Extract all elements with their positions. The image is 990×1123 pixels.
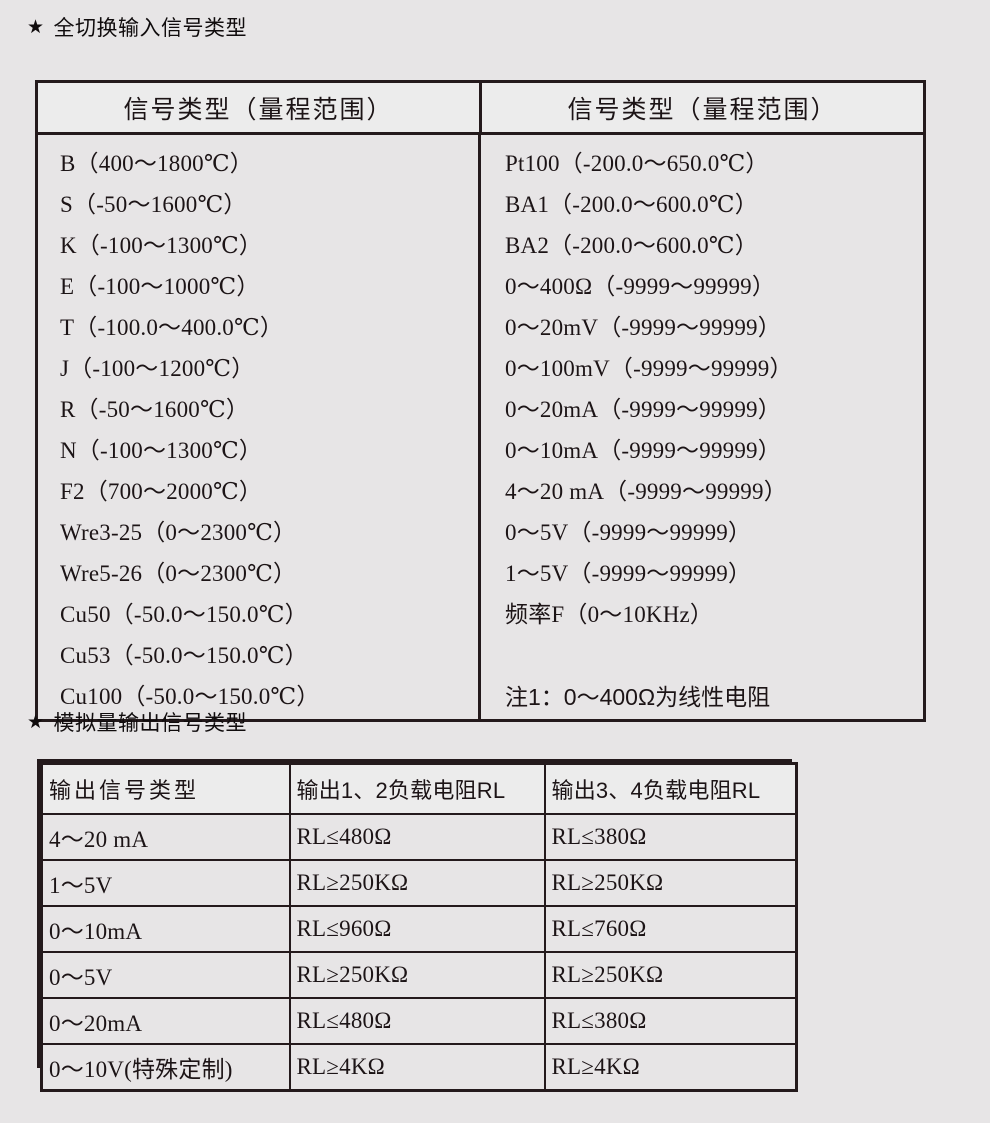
section-heading-output-label: 模拟量输出信号类型 xyxy=(53,712,248,735)
signal-type-row: Wre5-26（0～2300℃） xyxy=(60,561,297,586)
signal-type-row: 0～20mA（-9999～99999） xyxy=(505,397,781,422)
output-signal-type-cell: 4～20 mA xyxy=(40,813,291,861)
load-resistance-cell: RL≥4KΩ xyxy=(543,1043,798,1092)
star-bullet-icon: ★ xyxy=(27,712,45,733)
input-table-header-right: 信号类型（量程范围） xyxy=(479,83,923,132)
input-signal-type-table: 信号类型（量程范围） 信号类型（量程范围） B（400～1800℃） S（-50～… xyxy=(35,80,926,722)
input-table-left-column: B（400～1800℃） S（-50～1600℃） K（-100～1300℃） E（-… xyxy=(38,135,478,719)
load-resistance-cell: RL≥250KΩ xyxy=(543,951,798,999)
output-table-header-row: 输出信号类型 输出1、2负载电阻RL 输出3、4负载电阻RL xyxy=(40,762,798,815)
signal-type-row: E（-100～1000℃） xyxy=(60,274,260,299)
load-resistance-cell: RL≤480Ω xyxy=(288,813,546,861)
signal-type-row: J（-100～1200℃） xyxy=(60,356,255,381)
section-heading-input-label: 全切换输入信号类型 xyxy=(53,17,248,40)
output-signal-type-cell: 0～10mA xyxy=(40,905,291,953)
load-resistance-cell: RL≥250KΩ xyxy=(288,951,546,999)
table-row: 1～5V RL≥250KΩ RL≥250KΩ xyxy=(40,859,798,907)
load-resistance-cell: RL≥250KΩ xyxy=(288,859,546,907)
table-row: 0～20mA RL≤480Ω RL≤380Ω xyxy=(40,997,798,1045)
output-table-header-1: 输出1、2负载电阻RL xyxy=(288,762,546,815)
output-signal-type-cell: 0～20mA xyxy=(40,997,291,1045)
table-row: 0～10mA RL≤960Ω RL≤760Ω xyxy=(40,905,798,953)
signal-type-row: 1～5V（-9999～99999） xyxy=(505,561,752,586)
signal-type-row: 4～20 mA（-9999～99999） xyxy=(505,479,787,504)
star-bullet-icon: ★ xyxy=(27,17,45,38)
signal-type-row: F2（700～2000℃） xyxy=(60,479,263,504)
signal-type-row: Cu100（-50.0～150.0℃） xyxy=(60,684,320,709)
signal-type-row: BA1（-200.0～600.0℃） xyxy=(505,192,758,217)
signal-type-row: Pt100（-200.0～650.0℃） xyxy=(505,151,769,176)
table-row: 0～10V(特殊定制) RL≥4KΩ RL≥4KΩ xyxy=(40,1043,798,1092)
output-signal-type-cell: 0～10V(特殊定制) xyxy=(40,1043,291,1092)
input-table-header-left: 信号类型（量程范围） xyxy=(38,83,479,132)
output-table: 输出信号类型 输出1、2负载电阻RL 输出3、4负载电阻RL 4～20 mA RL… xyxy=(40,762,798,1092)
signal-type-row: 频率F（0～10KHz） xyxy=(505,602,714,627)
table-row: 0～5V RL≥250KΩ RL≥250KΩ xyxy=(40,951,798,999)
signal-type-row: Cu50（-50.0～150.0℃） xyxy=(60,602,308,627)
signal-type-row: N（-100～1300℃） xyxy=(60,438,263,463)
signal-type-row: 0～100mV（-9999～99999） xyxy=(505,356,793,381)
signal-type-row: BA2（-200.0～600.0℃） xyxy=(505,233,758,258)
load-resistance-cell: RL≤380Ω xyxy=(543,813,798,861)
signal-type-row: Wre3-25（0～2300℃） xyxy=(60,520,297,545)
section-heading-output: ★ 模拟量输出信号类型 xyxy=(27,713,247,734)
load-resistance-cell: RL≤480Ω xyxy=(288,997,546,1045)
table-row: 4～20 mA RL≤480Ω RL≤380Ω xyxy=(40,813,798,861)
signal-type-row: S（-50～1600℃） xyxy=(60,192,247,217)
load-resistance-cell: RL≥4KΩ xyxy=(288,1043,546,1092)
signal-type-row: 0～5V（-9999～99999） xyxy=(505,520,752,545)
signal-type-row: K（-100～1300℃） xyxy=(60,233,263,258)
signal-type-row: Cu53（-50.0～150.0℃） xyxy=(60,643,308,668)
input-table-body: B（400～1800℃） S（-50～1600℃） K（-100～1300℃） E（-… xyxy=(38,135,923,719)
output-table-header-2: 输出3、4负载电阻RL xyxy=(543,762,798,815)
input-table-note: 注1：0～400Ω为线性电阻 xyxy=(505,684,771,710)
input-table-header-row: 信号类型（量程范围） 信号类型（量程范围） xyxy=(38,83,923,135)
load-resistance-cell: RL≥250KΩ xyxy=(543,859,798,907)
output-table-body: 4～20 mA RL≤480Ω RL≤380Ω 1～5V RL≥250KΩ RL≥250K… xyxy=(40,813,798,1092)
signal-type-row: T（-100.0～400.0℃） xyxy=(60,315,284,340)
signal-type-row: 0～20mV（-9999～99999） xyxy=(505,315,781,340)
signal-type-row: 0～400Ω（-9999～99999） xyxy=(505,274,776,299)
load-resistance-cell: RL≤380Ω xyxy=(543,997,798,1045)
input-table-right-column: Pt100（-200.0～650.0℃） BA1（-200.0～600.0℃） BA… xyxy=(478,135,923,719)
output-table-header-0: 输出信号类型 xyxy=(40,762,291,815)
output-signal-type-cell: 1～5V xyxy=(40,859,291,907)
load-resistance-cell: RL≤760Ω xyxy=(543,905,798,953)
output-signal-type-cell: 0～5V xyxy=(40,951,291,999)
signal-type-row: 0～10mA（-9999～99999） xyxy=(505,438,781,463)
section-heading-input: ★ 全切换输入信号类型 xyxy=(27,18,247,39)
signal-type-row: R（-50～1600℃） xyxy=(60,397,250,422)
analog-output-signal-table: 输出信号类型 输出1、2负载电阻RL 输出3、4负载电阻RL 4～20 mA RL… xyxy=(37,759,798,1092)
signal-type-row: B（400～1800℃） xyxy=(60,151,253,176)
load-resistance-cell: RL≤960Ω xyxy=(288,905,546,953)
